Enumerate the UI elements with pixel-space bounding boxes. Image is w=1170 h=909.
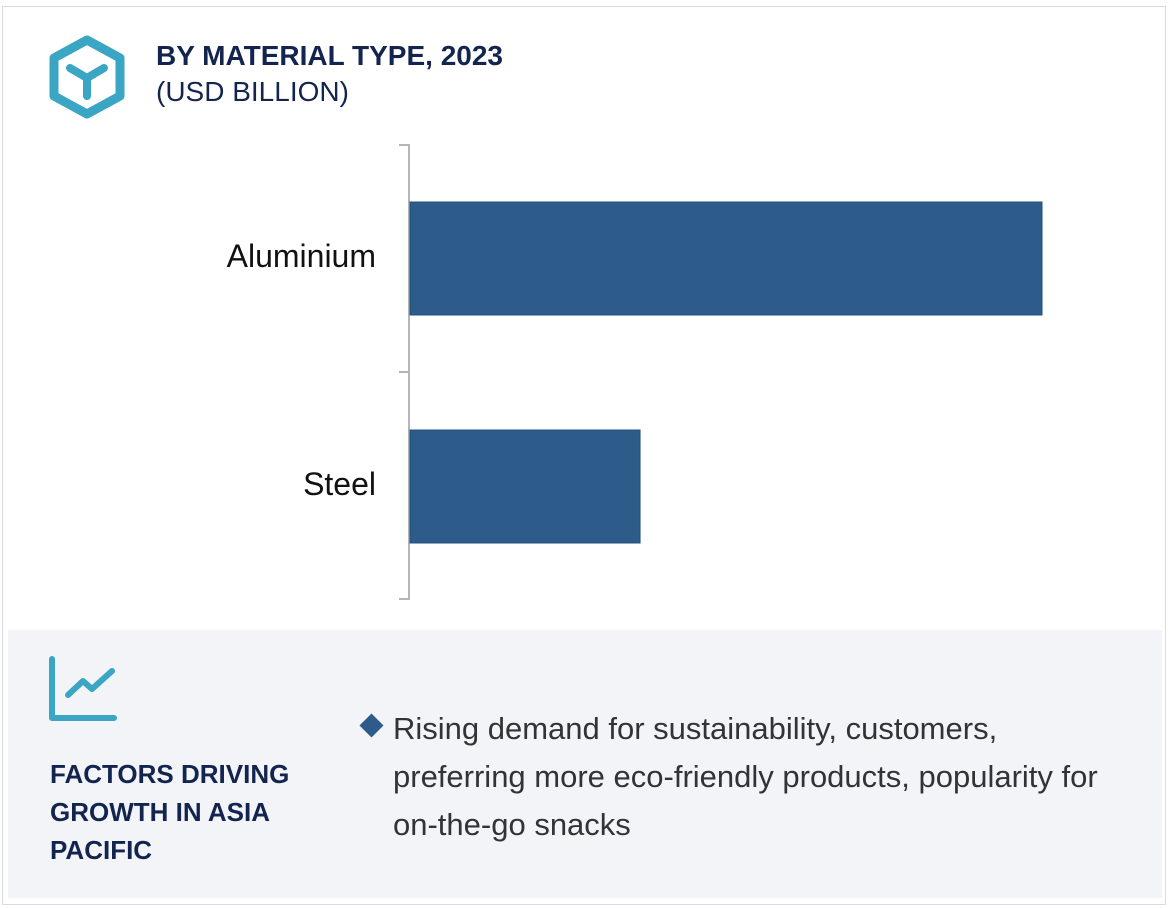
category-axis [399, 144, 410, 600]
bar-aluminium [409, 201, 1043, 316]
factors-panel [8, 630, 1162, 898]
cube-icon [49, 35, 125, 119]
line-chart-icon [49, 656, 117, 721]
factors-title: FACTORS DRIVING GROWTH IN ASIA PACIFIC [50, 759, 290, 865]
factor-text: Rising demand for sustainability, custom… [393, 711, 1098, 842]
card-frame [2, 6, 1166, 905]
category-label-aluminium: Aluminium [226, 238, 376, 274]
bar-steel [409, 429, 641, 544]
category-label-steel: Steel [303, 466, 376, 502]
chart-subtitle: (USD BILLION) [156, 76, 349, 107]
bar-chart [399, 144, 1043, 600]
chart-title: BY MATERIAL TYPE, 2023 [156, 40, 503, 71]
